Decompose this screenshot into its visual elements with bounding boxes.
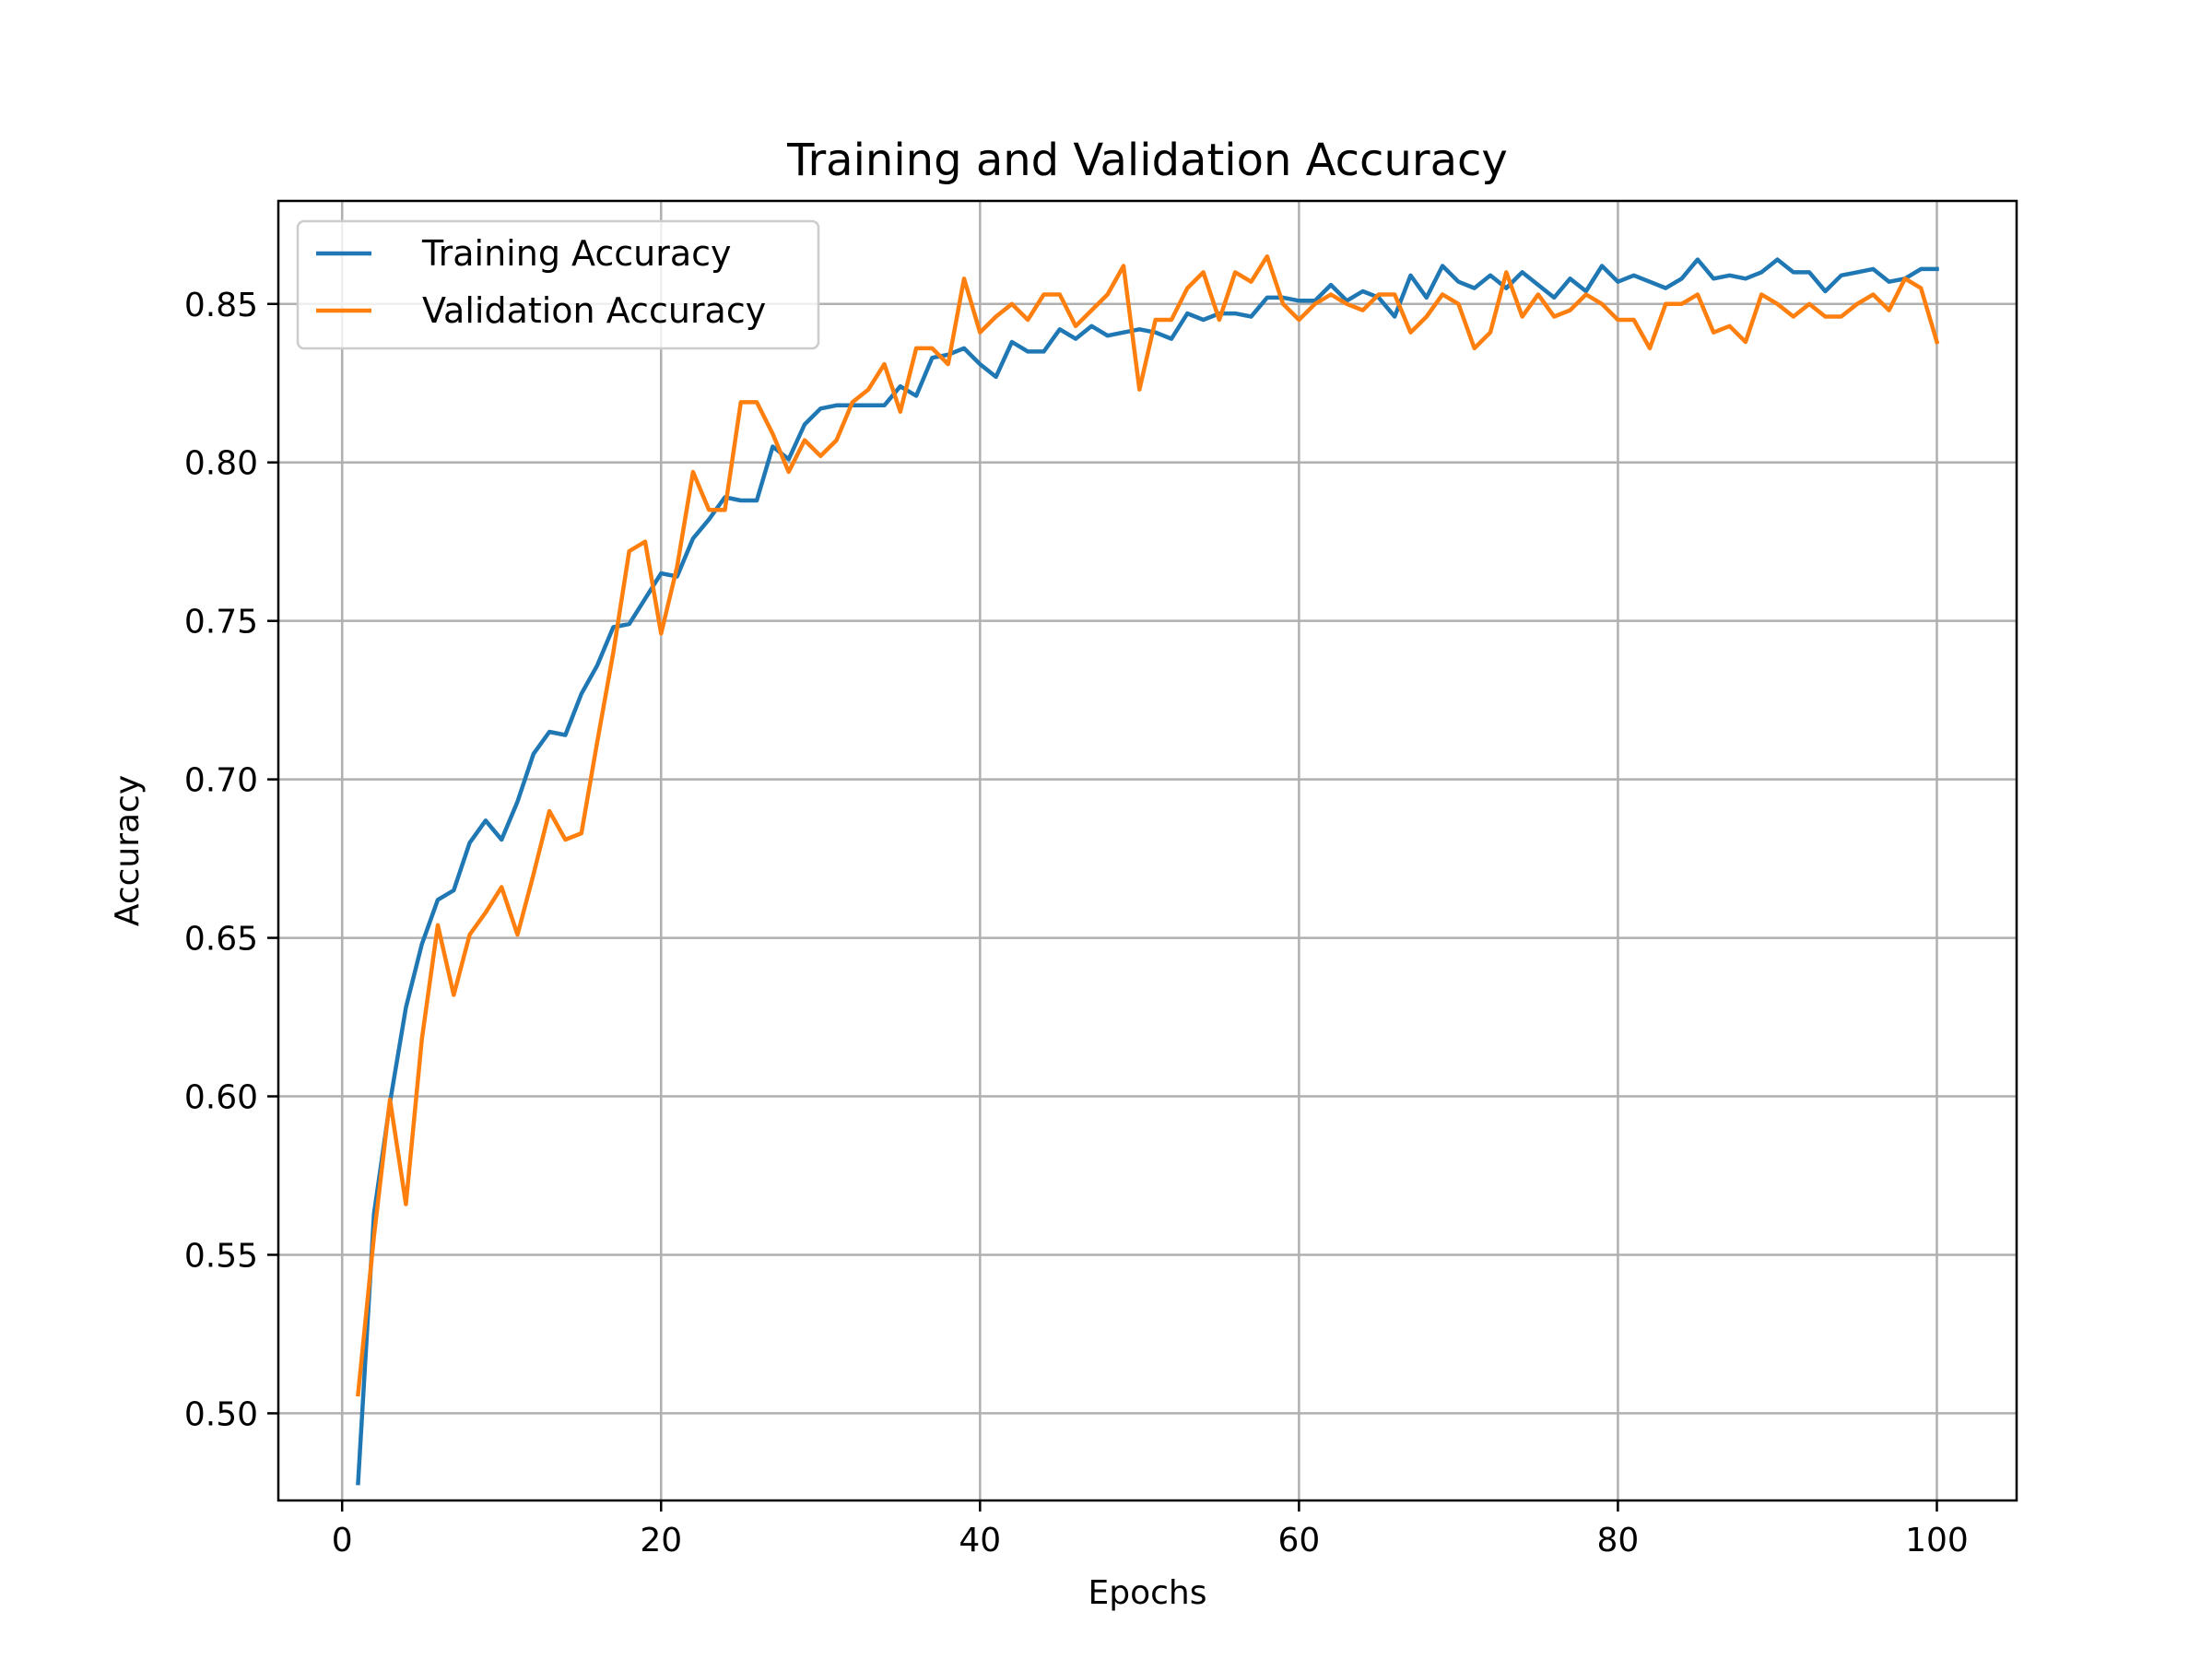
y-tick-label: 0.70 <box>184 762 258 800</box>
series-line-training <box>356 257 1939 1486</box>
y-axis-label: Accuracy <box>109 775 147 926</box>
x-tick-label: 60 <box>1277 1522 1320 1559</box>
axis-ticks: 0 20 40 60 80 100 0.50 0.55 0.60 0.65 0.70 0.75 0.80… <box>184 287 1969 1559</box>
x-axis-label: Epochs <box>1088 1574 1207 1612</box>
y-tick-label: 0.55 <box>184 1237 258 1275</box>
series-line-validation <box>356 253 1940 1397</box>
legend-label: Validation Accuracy <box>422 290 766 331</box>
y-tick-label: 0.75 <box>184 604 258 641</box>
y-tick-label: 0.50 <box>184 1395 258 1433</box>
legend: Training Accuracy Validation Accuracy <box>296 219 820 350</box>
plot-frame <box>276 199 2018 1502</box>
y-tick-label: 0.60 <box>184 1079 258 1117</box>
x-tick-label: 40 <box>959 1522 1001 1559</box>
x-tick-label: 100 <box>1905 1522 1969 1559</box>
x-tick-label: 20 <box>640 1522 682 1559</box>
x-tick-label: 0 <box>332 1522 353 1559</box>
y-tick-label: 0.85 <box>184 287 258 324</box>
y-tick-label: 0.65 <box>184 921 258 959</box>
chart-title: Training and Validation Accuracy <box>786 135 1508 186</box>
grid <box>278 201 2017 1500</box>
y-tick-label: 0.80 <box>184 445 258 483</box>
x-tick-label: 80 <box>1597 1522 1640 1559</box>
legend-box <box>296 219 820 350</box>
series-lines <box>356 253 1940 1486</box>
legend-label: Training Accuracy <box>421 233 732 274</box>
